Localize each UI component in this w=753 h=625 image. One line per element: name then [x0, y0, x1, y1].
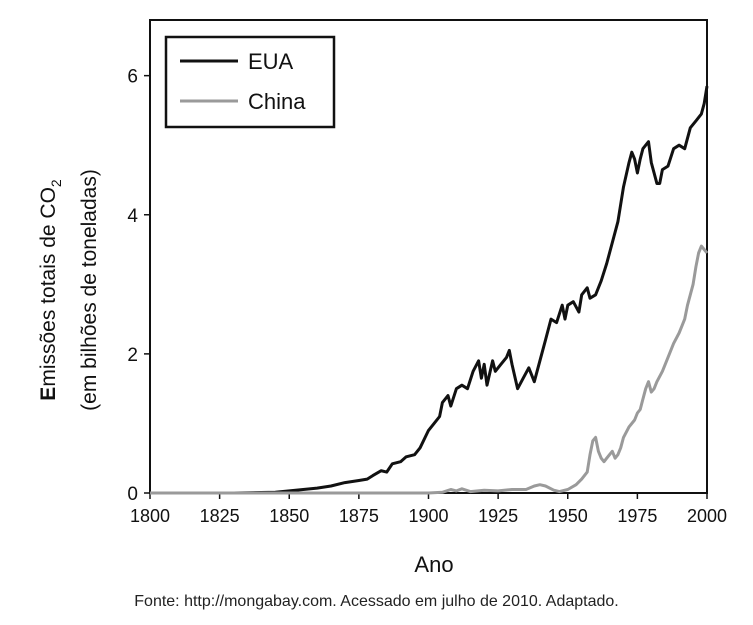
x-tick-label-1925: 1925 — [478, 506, 518, 526]
series-line-china — [150, 244, 709, 495]
x-tick-label-2000: 2000 — [687, 506, 727, 526]
y-tick-label-0: 0 — [127, 484, 138, 505]
x-axis-label: Ano — [414, 552, 453, 577]
y-axis-label-subscript: 2 — [48, 179, 64, 187]
x-tick-label-1875: 1875 — [339, 506, 379, 526]
y-tick-label-2: 2 — [127, 345, 138, 366]
legend-label-eua: EUA — [248, 49, 294, 74]
legend: EUA China — [164, 35, 336, 129]
x-tick-label-1950: 1950 — [548, 506, 588, 526]
axis-ticks: 1800 1825 1850 1875 1900 1925 1950 1975 2000 0 2 4 6 — [127, 67, 727, 526]
legend-label-china: China — [248, 89, 306, 114]
y-tick-label-4: 4 — [127, 206, 138, 227]
source-note: Fonte: http://mongabay.com. Acessado em … — [134, 593, 619, 610]
y-axis-label-line1: Emissões totais de CO2 — [37, 179, 64, 401]
x-tick-label-1825: 1825 — [200, 506, 240, 526]
y-axis-label-line2: (em bilhões de toneladas) — [78, 169, 101, 411]
legend-box — [164, 35, 336, 129]
series-line-eua — [150, 85, 709, 495]
y-axis-label-initial: E — [37, 387, 60, 401]
x-tick-label-1975: 1975 — [617, 506, 657, 526]
series-layer — [150, 85, 709, 495]
y-tick-label-6: 6 — [127, 67, 138, 88]
x-tick-label-1800: 1800 — [130, 506, 170, 526]
x-tick-label-1900: 1900 — [408, 506, 448, 526]
y-axis-label-main: missões totais de CO — [37, 187, 60, 387]
emissions-chart: 1800 1825 1850 1875 1900 1925 1950 1975 2000 0 2 4 6… — [37, 19, 727, 577]
x-tick-label-1850: 1850 — [269, 506, 309, 526]
